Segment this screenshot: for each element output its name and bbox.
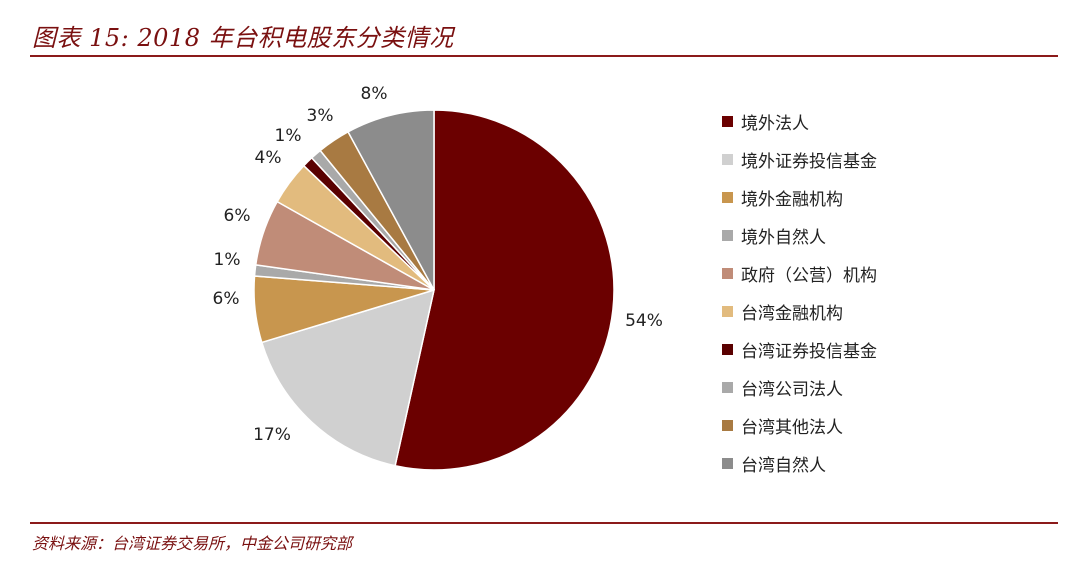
legend-swatch — [722, 305, 733, 317]
slice-data-label: 1% — [214, 250, 241, 270]
legend-swatch — [722, 229, 733, 241]
pie-slice — [347, 109, 435, 291]
legend-swatch — [722, 191, 733, 203]
legend-label: 境外自然人 — [741, 227, 826, 248]
legend-item: 台湾其他法人 — [722, 406, 877, 444]
slice-data-label: 1% — [275, 126, 302, 146]
legend-swatch — [722, 267, 733, 279]
legend-label: 台湾自然人 — [741, 455, 826, 476]
pie-slice — [260, 288, 436, 467]
slice-data-label: 4% — [255, 148, 282, 168]
legend-label: 境外金融机构 — [741, 189, 843, 210]
legend-item: 台湾证券投信基金 — [722, 330, 877, 368]
legend-swatch — [722, 381, 733, 393]
chart-title: 图表 15: 2018 年台积电股东分类情况 — [32, 24, 454, 52]
legend-item: 台湾公司法人 — [722, 368, 877, 406]
title-divider — [30, 55, 1058, 57]
legend-label: 境外法人 — [741, 113, 809, 134]
legend-item: 境外证券投信基金 — [722, 140, 877, 178]
legend-swatch — [722, 115, 733, 127]
slice-data-label: 17% — [253, 425, 291, 445]
slice-data-label: 3% — [307, 106, 334, 126]
legend-label: 台湾金融机构 — [741, 303, 843, 324]
slice-data-label: 8% — [361, 84, 388, 104]
slice-data-label: 6% — [213, 289, 240, 309]
legend-swatch — [722, 419, 733, 431]
legend-item: 境外自然人 — [722, 216, 877, 254]
legend-item: 台湾自然人 — [722, 444, 877, 482]
legend-swatch — [722, 153, 733, 165]
legend-swatch — [722, 457, 733, 469]
legend-label: 境外证券投信基金 — [741, 151, 877, 172]
chart-legend: 境外法人境外证券投信基金 境外金融机构 境外自然人政府（公营）机构 台湾金融机构台湾证… — [722, 102, 877, 482]
pie-slice — [394, 109, 615, 471]
legend-item: 境外法人 — [722, 102, 877, 140]
legend-label: 台湾公司法人 — [741, 379, 843, 400]
legend-swatch — [722, 343, 733, 355]
slice-data-label: 54% — [625, 311, 663, 331]
legend-label: 台湾证券投信基金 — [741, 341, 877, 362]
legend-item: 境外金融机构 — [722, 178, 877, 216]
source-note: 资料来源：台湾证券交易所，中金公司研究部 — [32, 534, 353, 553]
source-divider — [30, 522, 1058, 524]
legend-label: 政府（公营）机构 — [741, 265, 877, 286]
legend-item: 政府（公营）机构 — [722, 254, 877, 292]
slice-data-label: 6% — [224, 206, 251, 226]
legend-item: 台湾金融机构 — [722, 292, 877, 330]
legend-label: 台湾其他法人 — [741, 417, 843, 438]
